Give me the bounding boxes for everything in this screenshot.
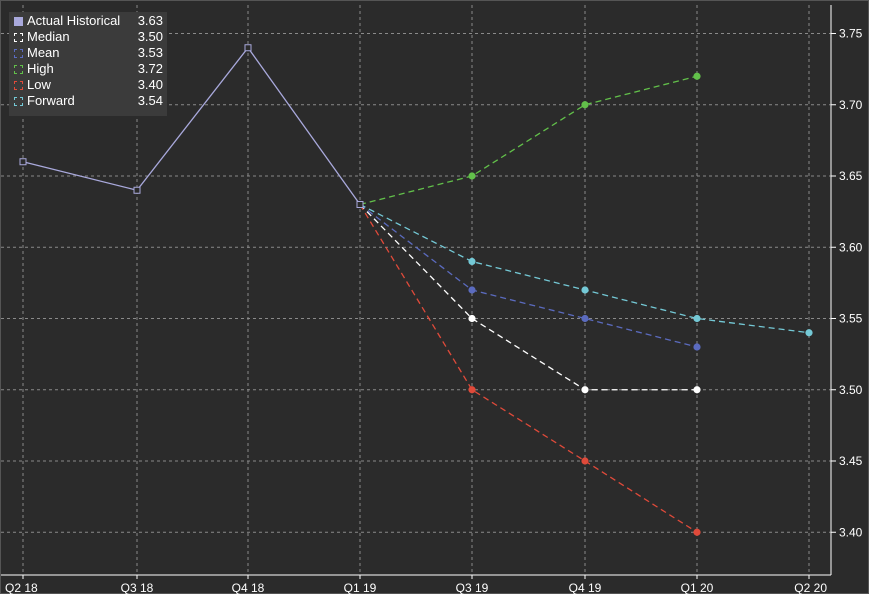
point-high-5 — [581, 101, 589, 109]
x-tick-label-7: Q2 20 — [794, 581, 827, 595]
point-forward-5 — [581, 286, 589, 294]
legend-label-median: Median — [27, 29, 70, 44]
point-actual-historical-1 — [133, 186, 141, 194]
legend-item-mean: Mean 3.53 — [13, 45, 163, 61]
point-mean-5 — [581, 314, 589, 323]
x-tick-label-0: Q2 18 — [5, 581, 38, 595]
legend-swatch-high — [14, 64, 23, 74]
legend-value-mean: 3.53 — [137, 45, 163, 60]
y-tick-label-3: 3.55 — [839, 312, 863, 326]
legend-swatch-low — [14, 80, 23, 90]
x-tick-label-3: Q1 19 — [344, 581, 377, 595]
x-tick-label-2: Q4 18 — [232, 581, 265, 595]
chart-legend: Actual Historical 3.63 Median 3.50 Mean 3.53 H… — [9, 12, 167, 116]
point-median-5 — [581, 386, 589, 394]
y-tick-label-1: 3.45 — [839, 454, 863, 468]
legend-value-high: 3.72 — [137, 61, 163, 76]
legend-swatch-forward — [14, 96, 23, 106]
x-tick-label-6: Q1 20 — [681, 581, 714, 595]
legend-value-median: 3.50 — [137, 29, 163, 44]
y-tick-label-2: 3.50 — [839, 383, 863, 397]
legend-value-actual-historical: 3.63 — [137, 13, 163, 28]
series-line-high — [359, 75, 698, 206]
y-tick-label-4: 3.60 — [839, 240, 863, 254]
point-high-6 — [693, 72, 701, 80]
point-actual-historical-0 — [19, 158, 27, 166]
y-tick-label-7: 3.75 — [839, 27, 863, 41]
legend-label-actual-historical: Actual Historical — [27, 13, 121, 28]
y-tick-label-5: 3.65 — [839, 169, 863, 183]
y-tick-label-0: 3.40 — [839, 525, 863, 539]
point-forward-6 — [693, 314, 701, 323]
legend-item-median: Median 3.50 — [13, 29, 163, 45]
point-actual-historical-3 — [356, 201, 364, 208]
legend-item-forward: Forward 3.54 — [13, 93, 163, 109]
legend-item-actual-historical: Actual Historical 3.63 — [13, 13, 163, 29]
x-tick-label-4: Q3 19 — [456, 581, 489, 595]
legend-item-low: Low 3.40 — [13, 77, 163, 93]
point-forward-4 — [468, 257, 476, 266]
point-mean-6 — [693, 343, 701, 351]
legend-value-forward: 3.54 — [137, 93, 163, 108]
series-line-mean — [359, 203, 698, 348]
series-line-actual-historical — [22, 46, 361, 205]
legend-label-low: Low — [27, 77, 51, 92]
legend-value-low: 3.40 — [137, 77, 163, 92]
point-forward-7 — [805, 329, 813, 337]
legend-swatch-median — [14, 32, 23, 42]
legend-swatch-actual-historical — [14, 16, 23, 26]
x-tick-label-5: Q4 19 — [569, 581, 602, 595]
legend-item-high: High 3.72 — [13, 61, 163, 77]
legend-swatch-mean — [14, 48, 23, 58]
legend-label-forward: Forward — [27, 93, 75, 108]
point-median-6 — [693, 386, 701, 394]
y-tick-label-6: 3.70 — [839, 98, 863, 112]
point-low-4 — [468, 386, 476, 394]
point-mean-4 — [468, 286, 476, 294]
series-line-low — [359, 204, 698, 533]
series-line-median — [359, 204, 697, 391]
legend-label-mean: Mean — [27, 45, 60, 60]
point-median-4 — [468, 314, 476, 323]
point-actual-historical-2 — [244, 44, 252, 52]
point-low-5 — [581, 457, 589, 465]
legend-label-high: High — [27, 61, 54, 76]
x-tick-label-1: Q3 18 — [121, 581, 154, 595]
point-high-4 — [468, 172, 476, 180]
point-low-6 — [693, 528, 701, 536]
